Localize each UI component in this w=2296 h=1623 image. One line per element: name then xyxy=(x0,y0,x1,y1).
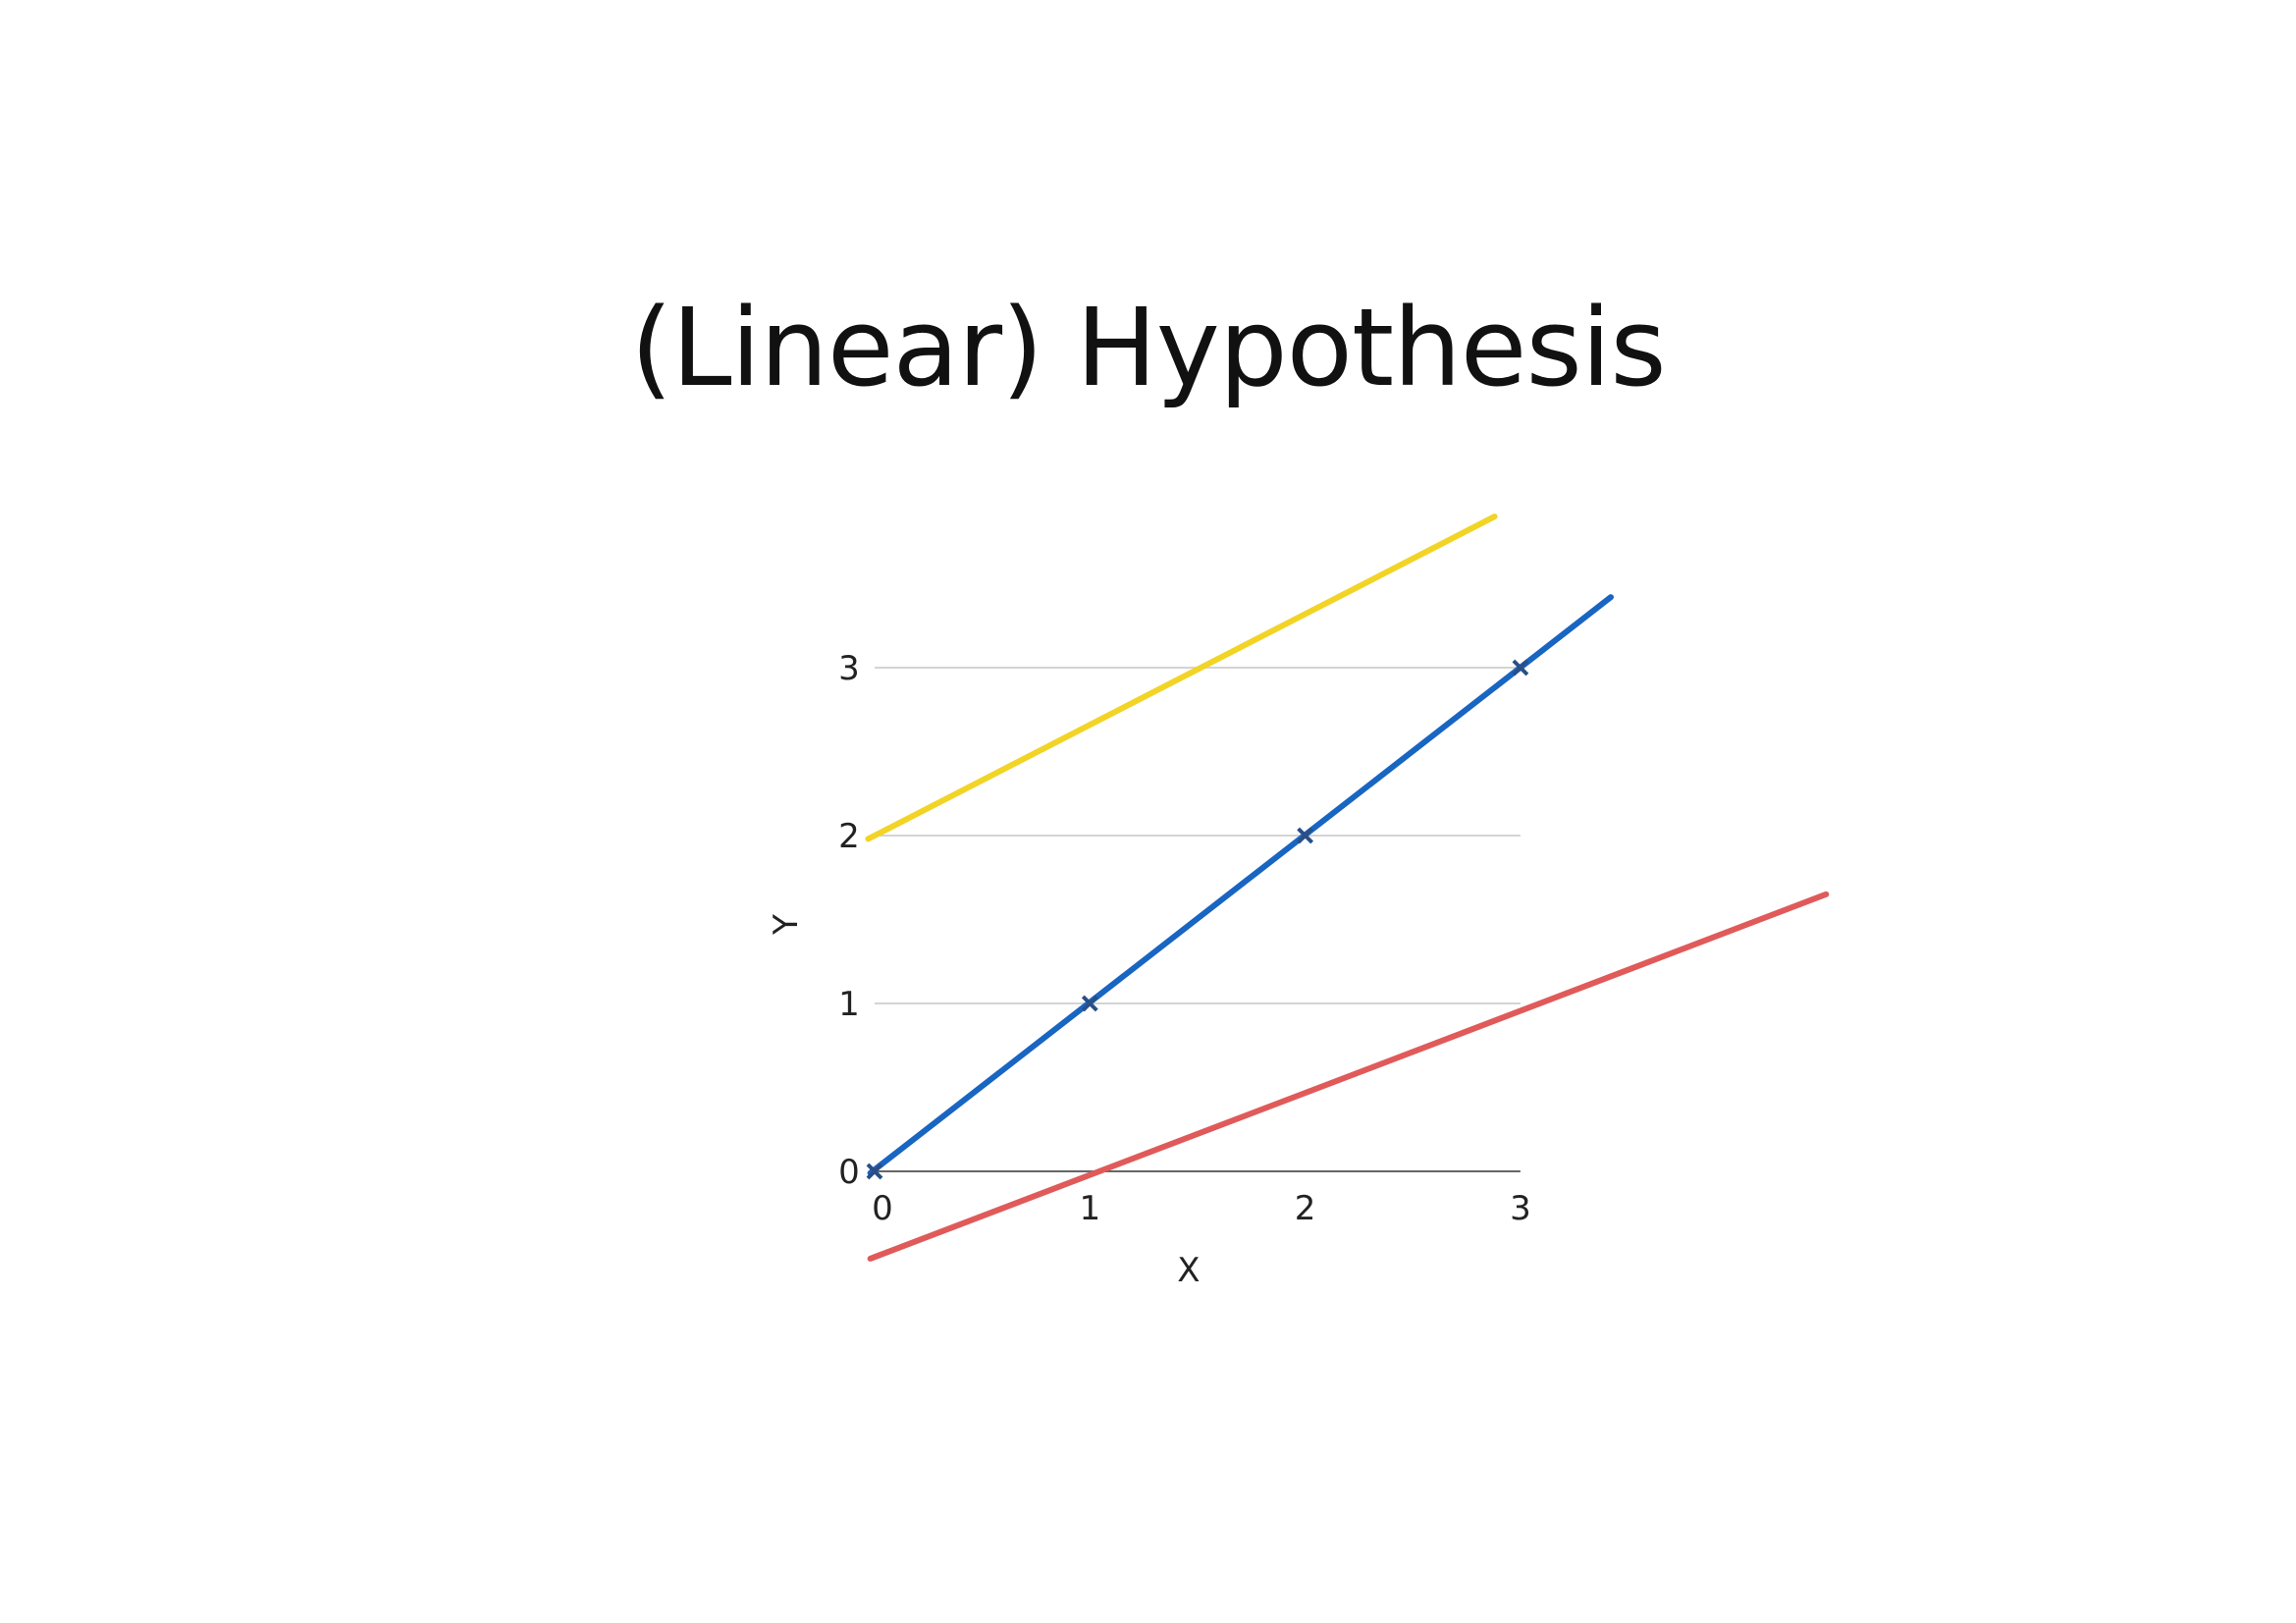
y-tick-label: 3 xyxy=(838,649,860,688)
data-point-marker xyxy=(1081,995,1098,1012)
x-tick-label: 1 xyxy=(1079,1189,1100,1228)
x-tick-label: 0 xyxy=(872,1189,893,1228)
marker-stroke xyxy=(1297,827,1314,844)
y-tick-label: 1 xyxy=(838,985,860,1024)
axis-labels: X Y xyxy=(767,914,1201,1290)
hypothesis-line xyxy=(867,891,1830,1262)
axes: 0 1 2 3 0 1 2 3 xyxy=(838,649,1531,1228)
y-tick-label: 2 xyxy=(838,817,860,856)
marker-stroke xyxy=(1512,659,1529,676)
marker-stroke xyxy=(1081,995,1098,1012)
slide-title: (Linear) Hypothesis xyxy=(630,285,1666,410)
data-points xyxy=(866,659,1529,1180)
x-axis-label: X xyxy=(1177,1251,1200,1290)
x-tick-label: 3 xyxy=(1510,1189,1531,1228)
data-point-marker xyxy=(1297,827,1314,844)
data-point-marker xyxy=(866,1163,883,1180)
y-tick-label: 0 xyxy=(838,1153,860,1192)
series-lines xyxy=(865,514,1830,1262)
y-axis-label: Y xyxy=(767,914,806,936)
hypothesis-line xyxy=(867,594,1615,1176)
data-point-marker xyxy=(1512,659,1529,676)
hypothesis-line xyxy=(865,514,1498,842)
marker-stroke xyxy=(866,1163,883,1180)
x-tick-label: 2 xyxy=(1295,1189,1316,1228)
grid-lines xyxy=(875,667,1521,1004)
